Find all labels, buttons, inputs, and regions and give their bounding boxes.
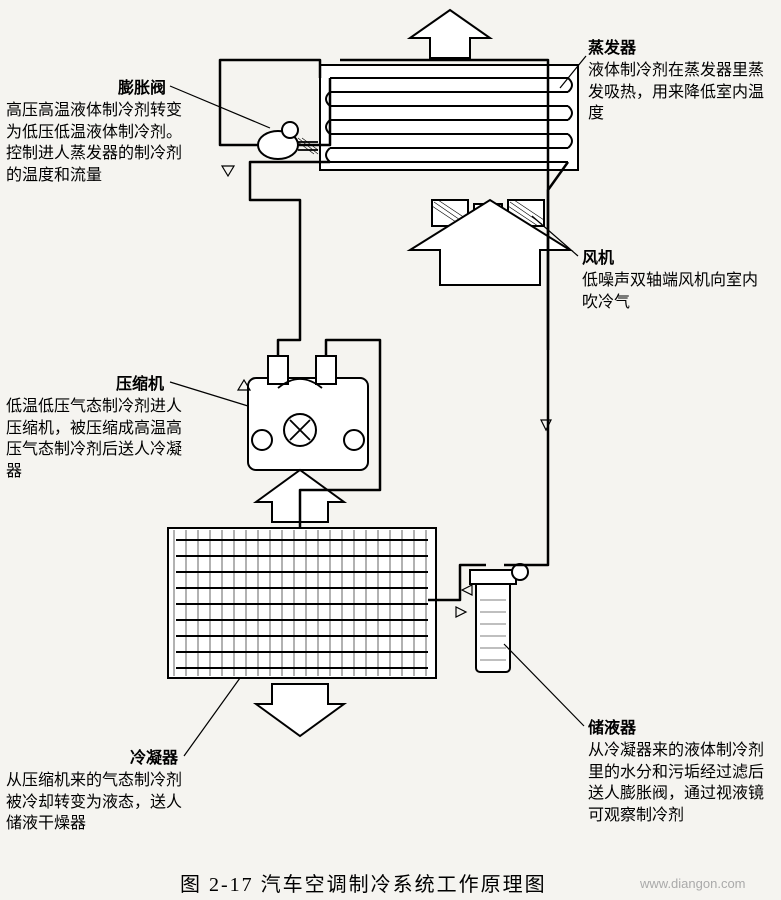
fan-title: 风机 [582,248,614,270]
expansion-valve [258,122,318,159]
evaporator-coil [320,65,578,170]
expansion-valve-title: 膨胀阀 [118,78,166,100]
condenser-title: 冷凝器 [130,748,178,770]
compressor-desc: 低温低压气态制冷剂进人压缩机，被压缩成高温高压气态制冷剂后送人冷凝器 [6,396,186,482]
condenser-coil [168,528,436,678]
air-arrow-cond-out [256,684,344,736]
fan-desc: 低噪声双轴端风机向室内吹冷气 [582,270,772,313]
receiver-title: 储液器 [588,718,636,740]
figure-caption: 图 2-17 汽车空调制冷系统工作原理图 [180,868,547,897]
evaporator-desc: 液体制冷剂在蒸发器里蒸发吸热，用来降低室内温度 [588,60,778,125]
receiver-desc: 从冷凝器来的液体制冷剂里的水分和污垢经过滤后送人膨胀阀，通过视液镜可观察制冷剂 [588,740,778,826]
condenser-desc: 从压缩机来的气态制冷剂被冷却转变为液态，送人储液干燥器 [6,770,186,835]
compressor [248,356,368,470]
receiver-dryer [470,564,528,672]
air-arrow-up-evap [410,10,490,58]
expansion-valve-desc: 高压高温液体制冷剂转变为低压低温液体制冷剂。控制进人蒸发器的制冷剂的温度和流量 [6,100,186,186]
compressor-title: 压缩机 [116,374,164,396]
evaporator-title: 蒸发器 [588,38,636,60]
watermark: www.diangon.com [640,876,746,891]
